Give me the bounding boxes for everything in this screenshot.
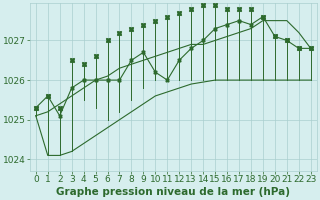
X-axis label: Graphe pression niveau de la mer (hPa): Graphe pression niveau de la mer (hPa): [56, 187, 290, 197]
